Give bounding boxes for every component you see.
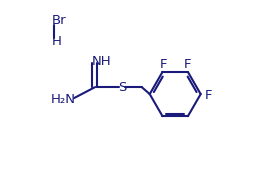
Text: H: H — [52, 35, 61, 48]
Text: F: F — [160, 58, 167, 71]
Text: NH: NH — [92, 55, 112, 68]
Text: H₂N: H₂N — [51, 93, 76, 106]
Text: F: F — [184, 58, 192, 71]
Text: Br: Br — [52, 14, 66, 27]
Text: F: F — [204, 89, 212, 102]
Text: S: S — [118, 81, 126, 94]
